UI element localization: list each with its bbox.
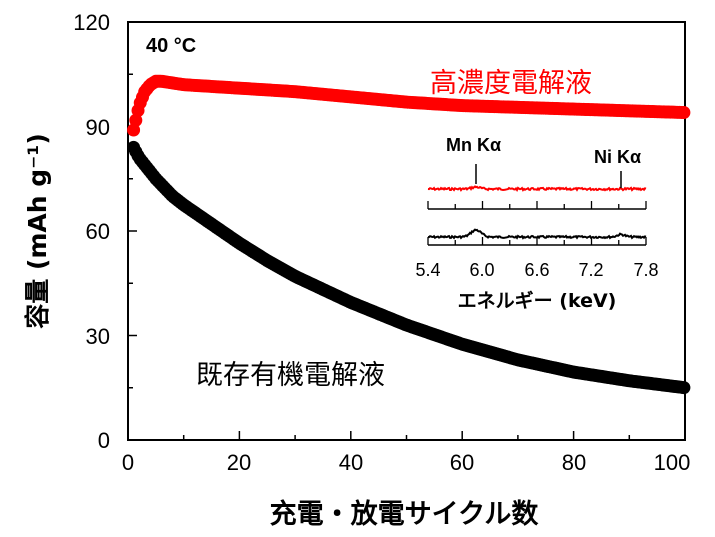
y-tick-label: 30 <box>86 324 110 349</box>
inset-x-tick-label: 7.2 <box>578 260 603 280</box>
y-tick-labels: 0 30 60 90 120 <box>73 10 110 453</box>
y-tick-label: 120 <box>73 10 110 35</box>
data-point-high-concentration <box>129 113 143 127</box>
x-axis-title: 充電・放電サイクル数 <box>270 498 540 530</box>
inset-x-tick-label: 5.4 <box>415 260 440 280</box>
series-label-conventional: 既存有機電解液 <box>196 360 385 391</box>
inset-xrf-plot: Mn Kα Ni Kα 5.4 6.0 6.6 7.2 7.8 エネルギー (k… <box>415 135 658 312</box>
series-label-high-concentration: 高濃度電解液 <box>430 68 592 99</box>
inset-x-tick-label: 7.8 <box>633 260 658 280</box>
x-tick-label: 60 <box>450 450 474 475</box>
y-tick-label: 90 <box>86 115 110 140</box>
x-tick-label: 40 <box>339 450 363 475</box>
inset-spectrum-conventional <box>427 228 647 240</box>
ni-peak-label: Ni Kα <box>594 147 641 167</box>
main-points <box>127 74 691 395</box>
x-tick-labels: 0 20 40 60 80 100 <box>122 450 690 475</box>
inset-x-tick-labels: 5.4 6.0 6.6 7.2 7.8 <box>415 260 658 280</box>
y-tick-label: 60 <box>86 219 110 244</box>
main-ticks <box>127 21 686 441</box>
inset-x-axis-title: エネルギー (keV) <box>458 290 617 312</box>
y-axis-title: 容量 (mAh g⁻¹) <box>23 133 52 329</box>
x-tick-label: 20 <box>227 450 251 475</box>
data-point-high-concentration <box>127 123 141 137</box>
data-point-conventional <box>677 381 691 395</box>
y-tick-label: 0 <box>98 428 110 453</box>
mn-peak-label: Mn Kα <box>446 135 501 155</box>
x-tick-label: 0 <box>122 450 134 475</box>
temperature-label: 40 °C <box>146 35 196 57</box>
x-tick-label: 100 <box>654 450 691 475</box>
data-point-high-concentration <box>677 106 691 120</box>
x-tick-label: 80 <box>562 450 586 475</box>
inset-x-tick-label: 6.0 <box>469 260 494 280</box>
inset-x-tick-label: 6.6 <box>524 260 549 280</box>
inset-spectrum-high-concentration <box>427 185 647 193</box>
